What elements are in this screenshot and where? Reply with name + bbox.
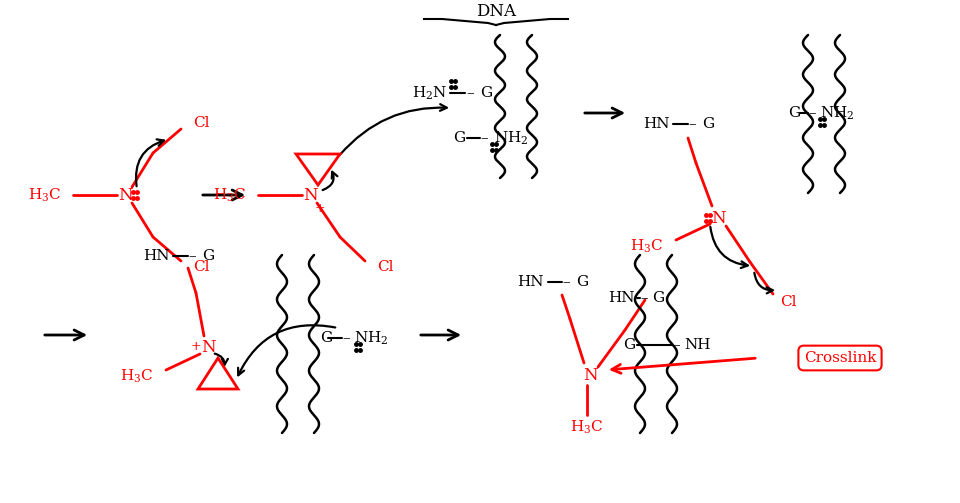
Text: Cl: Cl (780, 295, 797, 309)
Text: NH: NH (684, 338, 710, 352)
Text: –: – (342, 331, 349, 345)
Text: Crosslink: Crosslink (804, 351, 876, 365)
Text: G: G (652, 291, 664, 305)
Text: $\mathregular{NH_2}$: $\mathregular{NH_2}$ (354, 329, 389, 347)
Text: +: + (315, 202, 325, 214)
Text: G: G (453, 131, 465, 145)
Text: N: N (201, 340, 215, 357)
Text: $\mathregular{H_3C}$: $\mathregular{H_3C}$ (212, 186, 246, 204)
Text: Cl: Cl (377, 260, 394, 274)
Text: G: G (202, 249, 214, 263)
Text: –: – (188, 249, 196, 263)
Text: G: G (623, 338, 635, 352)
Text: N: N (302, 187, 318, 204)
Text: Cl: Cl (193, 260, 209, 274)
Text: DNA: DNA (476, 3, 516, 20)
Text: –: – (563, 275, 570, 289)
Text: –: – (640, 291, 648, 305)
Text: G: G (702, 117, 714, 131)
Text: Cl: Cl (193, 116, 209, 130)
Text: –: – (808, 106, 816, 120)
Text: +: + (191, 340, 202, 353)
Text: –: – (672, 338, 680, 352)
Text: G: G (576, 275, 588, 289)
Text: –: – (688, 117, 696, 131)
Text: G: G (788, 106, 800, 120)
Text: $\mathregular{NH_2}$: $\mathregular{NH_2}$ (820, 104, 854, 122)
Text: $\mathregular{H_2N}$: $\mathregular{H_2N}$ (412, 85, 447, 102)
Text: HN: HN (609, 291, 635, 305)
Text: HN: HN (143, 249, 170, 263)
Text: $\mathregular{H_3C}$: $\mathregular{H_3C}$ (570, 418, 604, 436)
Text: $\mathregular{H_3C}$: $\mathregular{H_3C}$ (630, 237, 663, 255)
Text: N: N (118, 187, 132, 204)
Text: HN: HN (643, 117, 670, 131)
Text: $\mathregular{H_3C}$: $\mathregular{H_3C}$ (120, 367, 153, 385)
Text: G: G (480, 86, 492, 100)
Text: –: – (467, 86, 474, 100)
Text: $\mathregular{NH_2}$: $\mathregular{NH_2}$ (494, 129, 529, 147)
Text: HN: HN (517, 275, 544, 289)
Text: N: N (583, 367, 597, 383)
Text: $\mathregular{H_3C}$: $\mathregular{H_3C}$ (28, 186, 61, 204)
Text: G: G (320, 331, 332, 345)
Text: N: N (710, 210, 726, 226)
Text: –: – (480, 131, 488, 145)
